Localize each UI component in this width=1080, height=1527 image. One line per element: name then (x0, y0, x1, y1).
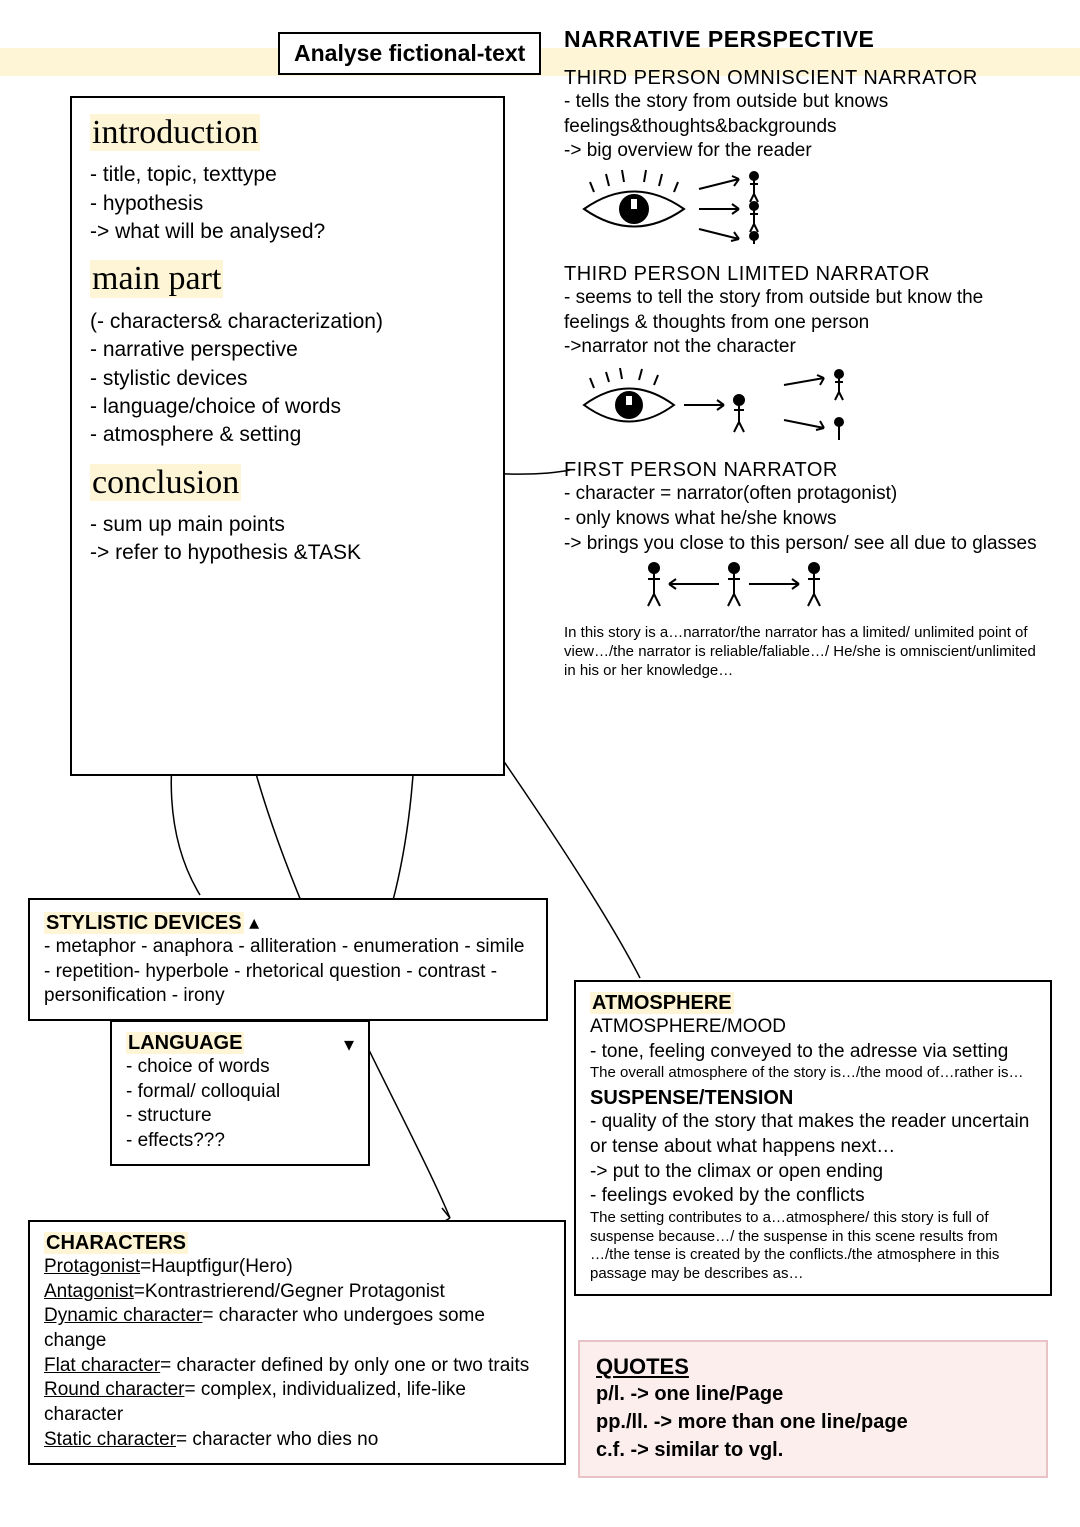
atmosphere-line: -> put to the climax or open ending (590, 1160, 1036, 1185)
characters-heading: CHARACTERS (44, 1232, 550, 1255)
limited-heading: THIRD PERSON LIMITED NARRATOR (564, 263, 1044, 286)
character-line: Dynamic character= character who undergo… (44, 1304, 550, 1353)
language-item: - formal/ colloquial (126, 1080, 354, 1105)
main-item: (- characters& characterization) (90, 308, 485, 336)
stylistic-heading: STYLISTIC DEVICES ▴ (44, 910, 532, 935)
arrowhead-icon: ▾ (344, 1032, 354, 1057)
main-item: - language/choice of words (90, 393, 485, 421)
intro-item: - hypothesis (90, 190, 485, 218)
suspense-heading: SUSPENSE/TENSION (590, 1087, 1036, 1110)
quotes-heading: QUOTES (596, 1354, 1030, 1380)
intro-heading: introduction (90, 114, 485, 151)
eye-limited-icon (564, 360, 904, 440)
atmosphere-line: - tone, feeling conveyed to the adresse … (590, 1040, 1036, 1065)
stylistic-content: - metaphor - anaphora - alliteration - e… (44, 935, 532, 1009)
character-line: Antagonist=Kontrastrierend/Gegner Protag… (44, 1280, 550, 1305)
quotes-box: QUOTES p/l. -> one line/Page pp./ll. -> … (578, 1340, 1048, 1478)
character-line: Round character= complex, individualized… (44, 1378, 550, 1427)
first-person-heading: FIRST PERSON NARRATOR (564, 459, 1044, 482)
limited-line: ->narrator not the character (564, 335, 1044, 360)
language-item: - choice of words (126, 1055, 354, 1080)
narrative-footer: In this story is a…narrator/the narrator… (564, 624, 1044, 680)
stylistic-devices-box: STYLISTIC DEVICES ▴ - metaphor - anaphor… (28, 898, 548, 1021)
quotes-line: p/l. -> one line/Page (596, 1380, 1030, 1408)
omniscient-line: - tells the story from outside but knows… (564, 90, 1044, 139)
quotes-line: pp./ll. -> more than one line/page (596, 1408, 1030, 1436)
first-person-icon (624, 556, 864, 611)
character-line: Protagonist=Hauptfigur(Hero) (44, 1255, 550, 1280)
conclusion-heading: conclusion (90, 464, 485, 501)
characters-box: CHARACTERS Protagonist=Hauptfigur(Hero) … (28, 1220, 566, 1465)
language-box: LANGUAGE ▾ - choice of words - formal/ c… (110, 1020, 370, 1166)
intro-item: - title, topic, texttype (90, 161, 485, 189)
language-item: - structure (126, 1104, 354, 1129)
atmosphere-sub: ATMOSPHERE/MOOD (590, 1015, 1036, 1040)
main-analysis-box: introduction - title, topic, texttype - … (70, 96, 505, 776)
narrative-heading: NARRATIVE PERSPECTIVE (564, 26, 1044, 53)
omniscient-line: -> big overview for the reader (564, 139, 1044, 164)
quotes-line: c.f. -> similar to vgl. (596, 1436, 1030, 1464)
main-item: - atmosphere & setting (90, 421, 485, 449)
conclusion-item: -> refer to hypothesis &TASK (90, 539, 485, 567)
page-title: Analyse fictional-text (278, 32, 541, 75)
narrative-perspective-panel: NARRATIVE PERSPECTIVE THIRD PERSON OMNIS… (564, 26, 1044, 680)
character-line: Static character= character who dies no (44, 1428, 550, 1453)
first-line: - character = narrator(often protagonist… (564, 482, 1044, 507)
limited-line: - seems to tell the story from outside b… (564, 286, 1044, 335)
eye-omniscient-icon (564, 164, 864, 244)
main-item: - stylistic devices (90, 365, 485, 393)
atmosphere-line: - quality of the story that makes the re… (590, 1110, 1036, 1159)
atmosphere-heading: ATMOSPHERE (590, 992, 1036, 1015)
atmosphere-note: The setting contributes to a…atmosphere/… (590, 1209, 1036, 1284)
conclusion-item: - sum up main points (90, 511, 485, 539)
first-line: -> brings you close to this person/ see … (564, 532, 1044, 557)
language-item: - effects??? (126, 1129, 354, 1154)
first-line: - only knows what he/she knows (564, 507, 1044, 532)
atmosphere-line: - feelings evoked by the conflicts (590, 1184, 1036, 1209)
atmosphere-note: The overall atmosphere of the story is…/… (590, 1064, 1036, 1083)
omniscient-heading: THIRD PERSON OMNISCIENT NARRATOR (564, 67, 1044, 90)
language-heading: LANGUAGE ▾ (126, 1032, 354, 1055)
atmosphere-box: ATMOSPHERE ATMOSPHERE/MOOD - tone, feeli… (574, 980, 1052, 1296)
main-heading: main part (90, 260, 485, 297)
main-item: - narrative perspective (90, 336, 485, 364)
character-line: Flat character= character defined by onl… (44, 1354, 550, 1379)
intro-item: -> what will be analysed? (90, 218, 485, 246)
arrowhead-icon: ▴ (249, 912, 259, 934)
